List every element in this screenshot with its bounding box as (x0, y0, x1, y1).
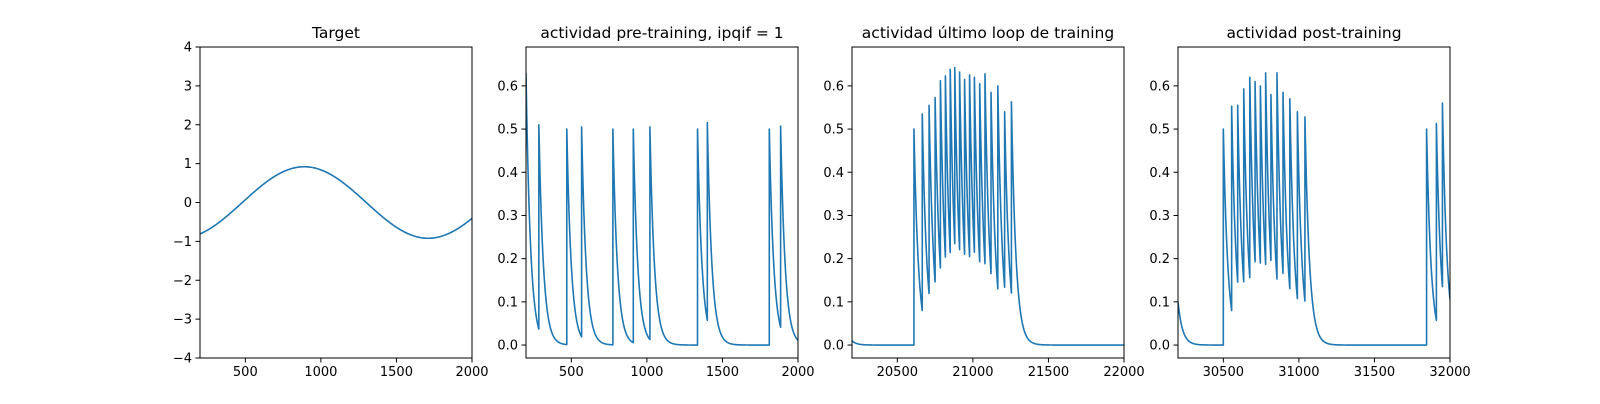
series-line-3-1 (852, 66, 1124, 346)
x-tick-label: 1000 (304, 365, 337, 380)
panel-4: 30500 31000 31500 32000 0.0 0.1 0.2 0.3 0.4 0.5 0.… (1149, 24, 1470, 380)
panel-title: Target (311, 24, 360, 42)
y-tick-label: 0.5 (497, 123, 518, 138)
panel-title: actividad post-training (1226, 24, 1401, 42)
y-tick-label: 0.1 (497, 295, 518, 310)
y-tick-label: 0.4 (823, 166, 844, 181)
y-tick-label: 0.3 (823, 209, 844, 224)
panel-title: actividad pre-training, ipqif = 1 (540, 24, 783, 42)
x-tick-label: 500 (233, 365, 258, 380)
x-tick-label: 1500 (706, 365, 739, 380)
y-tick-label: 0.2 (1149, 252, 1170, 267)
x-tick-label: 1000 (630, 365, 663, 380)
axes-frame (851, 46, 1125, 359)
panel-2: 500 1000 1500 2000 0.0 0.1 0.2 0.3 0.4 0.5 0.6 acti… (497, 24, 814, 380)
x-tick-label: 1500 (380, 365, 413, 380)
panel-title: actividad último loop de training (862, 24, 1114, 42)
y-tick-label: 4 (184, 41, 192, 56)
x-tick-label: 20500 (877, 365, 918, 380)
y-tick-label: −3 (173, 313, 192, 328)
y-tick-label: 0 (184, 196, 192, 211)
y-tick-label: 0.4 (1149, 166, 1170, 181)
x-tick-label: 2000 (781, 365, 814, 380)
y-tick-label: 0.0 (497, 339, 518, 354)
y-tick-label: 0.3 (497, 209, 518, 224)
axes-frame (525, 46, 799, 359)
y-tick-label: 0.1 (1149, 295, 1170, 310)
x-tick-label: 500 (559, 365, 584, 380)
y-tick-label: 1 (184, 157, 192, 172)
y-tick-label: 3 (184, 79, 192, 94)
x-tick-label: 21000 (952, 365, 993, 380)
x-tick-label: 31500 (1354, 365, 1395, 380)
y-tick-label: 0.5 (823, 123, 844, 138)
x-tick-label: 2000 (455, 365, 488, 380)
panel-1: 500 1000 1500 2000 −4 −3 −2 −1 0 1 2 3 4 Target (173, 24, 489, 380)
panel-3: 20500 21000 21500 22000 0.0 0.1 0.2 0.3 0.4 0.5 0.… (823, 24, 1144, 380)
y-tick-label: 0.5 (1149, 123, 1170, 138)
y-tick-label: 2 (184, 118, 192, 133)
x-tick-label: 22000 (1103, 365, 1144, 380)
x-tick-label: 31000 (1278, 365, 1319, 380)
y-tick-label: 0.0 (823, 339, 844, 354)
axes-frame (1177, 46, 1451, 359)
y-tick-label: −1 (173, 235, 192, 250)
x-tick-label: 21500 (1028, 365, 1069, 380)
y-tick-label: 0.6 (497, 79, 518, 94)
y-tick-label: 0.6 (1149, 79, 1170, 94)
y-tick-label: 0.3 (1149, 209, 1170, 224)
y-tick-label: 0.0 (1149, 339, 1170, 354)
series-line-2-1 (526, 72, 798, 346)
y-tick-label: 0.2 (823, 252, 844, 267)
axes-frame (199, 46, 473, 359)
x-tick-label: 30500 (1203, 365, 1244, 380)
y-tick-label: 0.2 (497, 252, 518, 267)
series-line-1-1 (200, 165, 472, 240)
series-line-4-1 (1178, 72, 1450, 346)
y-tick-label: −4 (173, 352, 192, 367)
y-tick-label: 0.6 (823, 79, 844, 94)
y-tick-label: 0.1 (823, 295, 844, 310)
y-tick-label: 0.4 (497, 166, 518, 181)
x-tick-label: 32000 (1429, 365, 1470, 380)
y-tick-label: −2 (173, 274, 192, 289)
